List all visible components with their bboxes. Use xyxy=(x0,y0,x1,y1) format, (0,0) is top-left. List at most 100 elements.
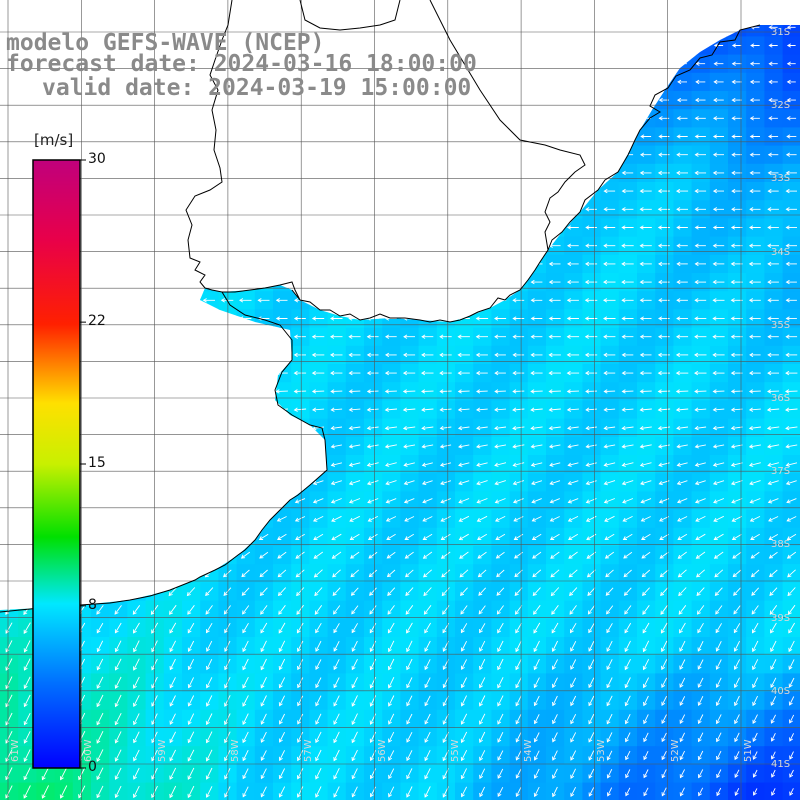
wind-arrow xyxy=(349,480,361,485)
wind-arrowhead xyxy=(713,536,718,541)
wind-arrowhead xyxy=(657,188,662,194)
wind-arrowhead xyxy=(296,629,301,634)
wind-arrowhead xyxy=(550,573,555,578)
wind-arrow xyxy=(223,569,232,578)
wind-arrowhead xyxy=(496,573,501,578)
wind-arrowhead xyxy=(749,225,754,230)
wind-arrowhead xyxy=(366,425,371,431)
wind-arrowhead xyxy=(551,610,556,615)
wind-arrowhead xyxy=(639,425,644,431)
wind-arrowhead xyxy=(658,261,663,267)
wind-arrow xyxy=(388,622,395,634)
wind-arrow xyxy=(331,408,343,411)
wind-arrowhead xyxy=(402,389,408,394)
wind-arrowhead xyxy=(458,517,463,522)
wind-arrowhead xyxy=(330,407,335,412)
wind-arrow xyxy=(403,408,416,411)
wind-arrowhead xyxy=(731,207,736,212)
wind-arrowhead xyxy=(494,444,499,449)
wind-arrow xyxy=(331,498,342,503)
wind-arrowhead xyxy=(767,279,772,285)
wind-arrowhead xyxy=(713,97,718,103)
wind-arrowhead xyxy=(621,316,626,321)
wind-arrowhead xyxy=(293,389,298,394)
wind-arrowhead xyxy=(603,334,608,339)
wind-arrowhead xyxy=(475,334,480,339)
wind-arrow xyxy=(404,498,415,503)
wind-arrowhead xyxy=(366,334,371,339)
wind-arrowhead xyxy=(330,462,336,467)
wind-arrowhead xyxy=(659,517,664,522)
wind-arrow xyxy=(478,587,487,596)
wind-arrow xyxy=(569,605,577,615)
wind-arrowhead xyxy=(768,61,773,66)
wind-arrowhead xyxy=(768,536,773,540)
wind-arrow xyxy=(624,605,632,615)
wind-arrowhead xyxy=(658,316,663,321)
wind-arrow xyxy=(513,462,525,466)
wind-arrow xyxy=(223,587,232,596)
wind-arrow xyxy=(676,408,689,411)
wind-arrowhead xyxy=(512,316,517,321)
wind-arrowhead xyxy=(621,170,626,176)
wind-arrowhead xyxy=(387,629,392,634)
wind-arrow xyxy=(115,622,122,634)
wind-arrowhead xyxy=(442,629,447,634)
wind-arrowhead xyxy=(569,610,574,615)
wind-arrowhead xyxy=(132,610,137,615)
wind-arrowhead xyxy=(712,481,718,486)
wind-arrow xyxy=(332,569,341,578)
wind-arrowhead xyxy=(731,536,737,541)
wind-arrowhead xyxy=(748,261,753,267)
wind-arrow xyxy=(586,480,597,485)
wind-arrowhead xyxy=(386,536,391,540)
wind-arrow xyxy=(642,569,651,577)
wind-arrowhead xyxy=(695,97,700,103)
wind-arrow xyxy=(349,444,361,448)
wind-arrowhead xyxy=(640,481,645,486)
wind-arrowhead xyxy=(603,298,608,303)
wind-arrowhead xyxy=(259,591,264,596)
wind-arrowhead xyxy=(568,573,573,578)
wind-arrowhead xyxy=(548,279,553,285)
wind-arrowhead xyxy=(713,61,718,66)
wind-arrow xyxy=(767,462,780,466)
wind-arrow xyxy=(640,426,652,429)
wind-arrow xyxy=(260,622,268,634)
wind-arrow xyxy=(622,462,634,466)
wind-arrow xyxy=(570,622,577,633)
wind-arrow xyxy=(531,480,543,485)
wind-arrowhead xyxy=(567,481,572,486)
wind-arrowhead xyxy=(494,352,499,358)
wind-arrowhead xyxy=(223,591,228,596)
wind-arrowhead xyxy=(641,573,646,578)
wind-arrowhead xyxy=(695,61,700,66)
wind-arrowhead xyxy=(531,499,536,504)
wind-arrow xyxy=(477,533,488,540)
wind-arrowhead xyxy=(566,334,571,339)
wind-arrowhead xyxy=(694,243,699,248)
wind-arrowhead xyxy=(403,499,409,504)
wind-arrowhead xyxy=(366,444,372,449)
wind-arrowhead xyxy=(712,316,717,321)
wind-arrowhead xyxy=(712,279,717,285)
wind-arrow xyxy=(713,480,725,485)
wind-arrow xyxy=(260,605,268,615)
wind-arrowhead xyxy=(713,517,718,522)
wind-arrowhead xyxy=(366,407,371,412)
wind-arrowhead xyxy=(275,298,280,303)
wind-arrowhead xyxy=(186,592,191,597)
wind-arrow xyxy=(714,551,724,559)
wind-arrowhead xyxy=(712,207,718,212)
wind-arrowhead xyxy=(603,462,608,467)
wind-arrowhead xyxy=(622,499,627,504)
wind-arrowhead xyxy=(712,134,718,139)
wind-arrowhead xyxy=(311,316,317,321)
wind-arrowhead xyxy=(749,370,754,376)
wind-arrowhead xyxy=(476,499,481,504)
wind-arrow xyxy=(622,408,634,411)
wind-arrowhead xyxy=(531,481,536,486)
wind-arrowhead xyxy=(676,97,682,103)
wind-arrowhead xyxy=(385,334,390,339)
wind-arrow xyxy=(369,605,377,615)
